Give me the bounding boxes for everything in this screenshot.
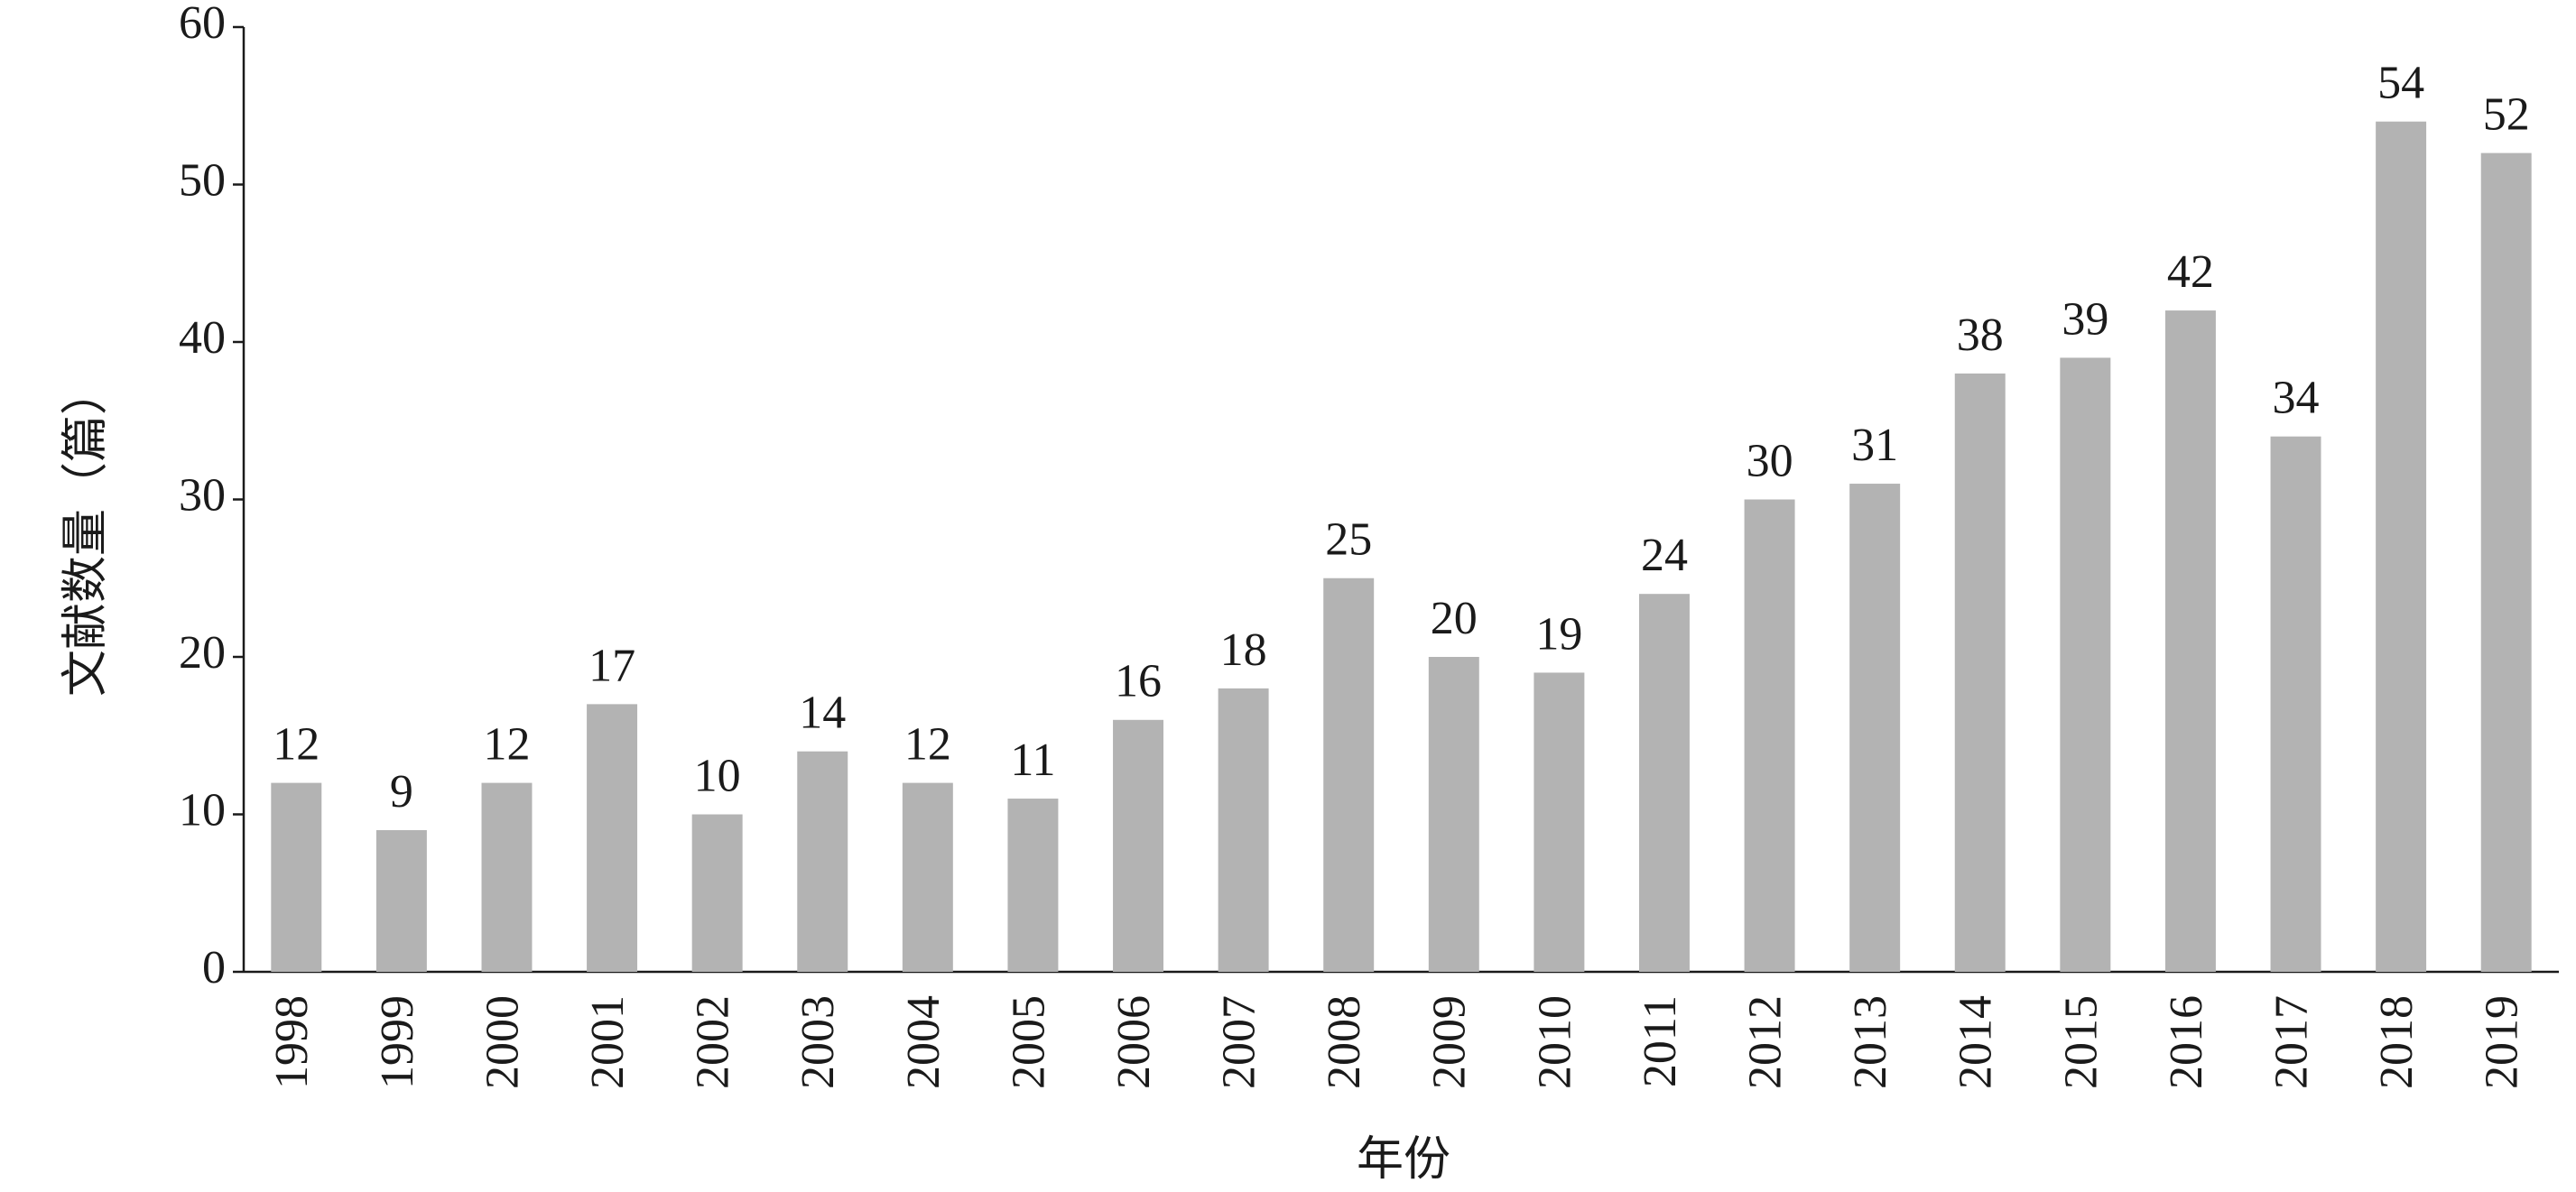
bar <box>1323 578 1375 972</box>
x-tick-label: 2019 <box>2477 995 2528 1089</box>
bar <box>797 751 848 972</box>
y-axis-label: 文献数量（篇） <box>60 368 112 697</box>
x-tick-label: 2012 <box>1740 995 1792 1089</box>
bar <box>1954 373 2006 972</box>
data-label: 30 <box>1747 435 1793 486</box>
bar <box>1638 594 1690 972</box>
bar <box>271 782 322 972</box>
data-label: 42 <box>2167 246 2214 298</box>
data-label: 25 <box>1325 514 1372 566</box>
x-tick-label: 2010 <box>1529 995 1580 1089</box>
y-tick-label: 60 <box>179 0 226 49</box>
bar <box>481 782 533 972</box>
x-tick-label: 2017 <box>2266 995 2317 1089</box>
bar <box>375 829 427 972</box>
data-label: 11 <box>1010 735 1055 786</box>
bar <box>1744 499 1795 972</box>
x-tick-label: 2016 <box>2161 995 2212 1089</box>
y-tick-label: 30 <box>179 469 226 521</box>
x-tick-label: 2005 <box>1003 995 1054 1089</box>
x-tick-label: 2000 <box>477 995 528 1089</box>
x-tick-label: 2007 <box>1214 995 1265 1089</box>
y-tick-label: 50 <box>179 154 226 206</box>
y-tick-label: 20 <box>179 627 226 679</box>
data-label: 20 <box>1431 593 1478 644</box>
bar <box>2164 310 2216 973</box>
x-tick-label: 2004 <box>898 995 950 1089</box>
data-label: 52 <box>2483 89 2530 141</box>
x-tick-label: 2001 <box>582 995 634 1089</box>
x-axis-label: 年份 <box>1357 1134 1450 1186</box>
x-tick-label: 2018 <box>2371 995 2423 1089</box>
x-tick-label: 2009 <box>1424 995 1476 1089</box>
bar <box>1113 719 1164 972</box>
data-label: 54 <box>2377 58 2424 109</box>
x-tick-label: 2008 <box>1319 995 1370 1089</box>
bar <box>587 704 638 972</box>
data-label: 9 <box>390 766 413 818</box>
bar <box>691 814 743 972</box>
data-label: 34 <box>2273 373 2320 424</box>
data-label: 38 <box>1957 310 2004 361</box>
data-label: 24 <box>1641 530 1688 581</box>
data-label: 14 <box>799 688 846 739</box>
x-tick-label: 2013 <box>1845 995 1896 1089</box>
data-label: 12 <box>273 719 320 771</box>
bar <box>902 782 953 972</box>
y-tick-label: 10 <box>179 784 226 836</box>
data-label: 17 <box>588 640 635 691</box>
data-label: 31 <box>1851 420 1898 471</box>
data-label: 12 <box>483 719 530 771</box>
y-tick-label: 0 <box>202 942 226 993</box>
x-tick-label: 2015 <box>2055 995 2107 1089</box>
data-label: 12 <box>904 719 951 771</box>
y-tick-label: 40 <box>179 312 226 364</box>
bar <box>1218 688 1269 972</box>
data-label: 18 <box>1220 624 1267 676</box>
bar <box>1849 484 1901 972</box>
x-tick-label: 2014 <box>1951 995 2002 1089</box>
data-label: 39 <box>2062 293 2108 345</box>
x-tick-label: 1998 <box>266 995 318 1089</box>
data-label: 16 <box>1115 656 1162 707</box>
bar <box>1534 672 1585 972</box>
x-tick-label: 2006 <box>1108 995 1160 1089</box>
bar <box>2376 121 2427 972</box>
x-tick-label: 2002 <box>688 995 739 1089</box>
x-tick-label: 1999 <box>372 995 423 1089</box>
x-tick-label: 2003 <box>792 995 844 1089</box>
x-tick-label: 2011 <box>1635 995 1686 1087</box>
data-label: 19 <box>1535 608 1582 660</box>
data-label: 10 <box>694 750 741 801</box>
bar <box>1428 657 1479 972</box>
bar <box>2270 436 2321 972</box>
bar <box>1007 799 1059 972</box>
bar <box>2060 357 2111 972</box>
bar <box>2480 152 2532 973</box>
